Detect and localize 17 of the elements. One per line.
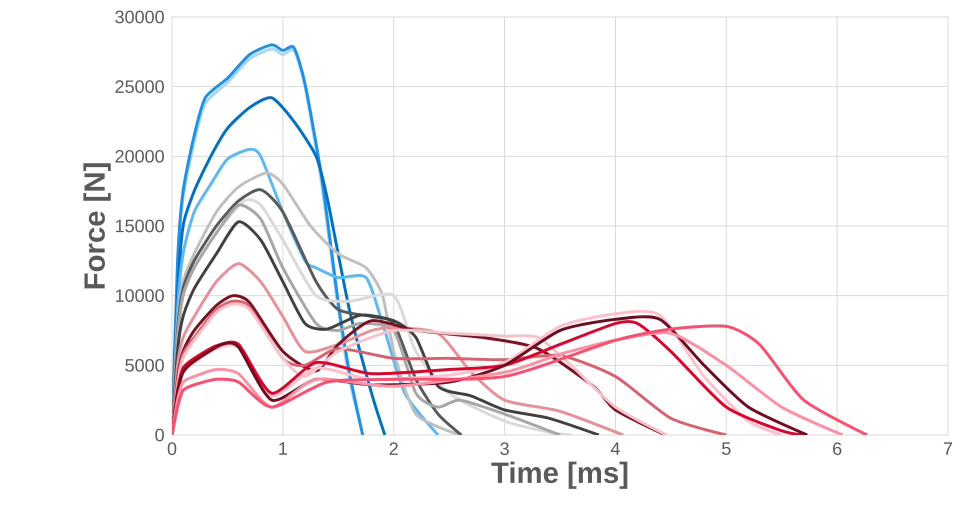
x-tick-label: 1 bbox=[279, 442, 287, 455]
y-tick-label: 5000 bbox=[125, 358, 164, 372]
y-axis-title: Force [N] bbox=[83, 163, 111, 288]
x-tick-label: 4 bbox=[610, 442, 620, 455]
y-tick-label: 15000 bbox=[116, 220, 164, 232]
x-tick-label: 0 bbox=[168, 442, 176, 456]
y-tick-label: 10000 bbox=[116, 289, 164, 302]
x-axis-title: Time [ms] bbox=[491, 462, 628, 489]
y-tick-label: 30000 bbox=[115, 10, 164, 24]
y-tick-label: 25000 bbox=[115, 80, 164, 94]
y-tick-label: 0 bbox=[155, 428, 164, 442]
x-tick-label: 2 bbox=[390, 442, 398, 455]
x-tick-label: 7 bbox=[944, 442, 952, 455]
x-tick-label: 6 bbox=[833, 442, 842, 456]
x-tick-label: 5 bbox=[722, 442, 731, 455]
x-tick-label: 3 bbox=[500, 442, 509, 456]
y-tick-label: 20000 bbox=[115, 150, 164, 163]
